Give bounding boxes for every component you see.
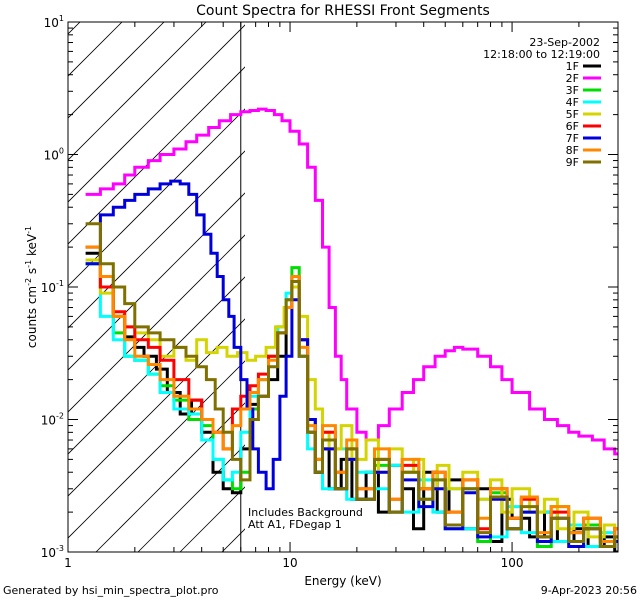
y-tick-label: 101 — [44, 14, 64, 30]
date-label: 23-Sep-2002 — [529, 36, 600, 49]
x-axis-ticks: 1 10 100 — [64, 22, 619, 570]
y-tick-exp: -3 — [56, 544, 64, 553]
y-tick-exp: 1 — [59, 14, 64, 23]
y-tick-label: 10-3 — [41, 544, 64, 560]
background-hatch-region — [68, 0, 640, 552]
legend-label-4f: 4F — [566, 96, 579, 109]
hatch-line — [68, 22, 165, 119]
hatch-line — [68, 150, 245, 329]
hatch-line — [95, 402, 245, 552]
x-axis-label: Energy (keV) — [304, 574, 381, 588]
hatch-line — [68, 22, 207, 161]
hatch-line — [68, 22, 123, 77]
hatch-line — [68, 22, 81, 35]
y-tick-base: 10 — [41, 281, 56, 295]
series-9f-line — [85, 222, 618, 548]
footer-timestamp: 9-Apr-2023 20:56 — [541, 584, 637, 597]
footer-generated-by: Generated by hsi_min_spectra_plot.pro — [3, 584, 219, 597]
y-tick-base: 10 — [41, 546, 56, 560]
y-label-main: counts cm — [25, 286, 39, 348]
y-tick-exp: 0 — [59, 147, 64, 156]
y-label-exp3: -1 — [24, 226, 33, 234]
legend-label-9f: 9F — [566, 156, 579, 169]
x-tick-label: 10 — [282, 556, 297, 570]
legend-label-3f: 3F — [566, 84, 579, 97]
y-tick-base: 10 — [44, 149, 59, 163]
chart-title: Count Spectra for RHESSI Front Segments — [196, 3, 490, 19]
y-label-end: keV — [25, 233, 39, 260]
hatch-line — [68, 234, 245, 413]
y-tick-label: 100 — [44, 147, 64, 163]
y-label-exp2: -1 — [24, 260, 33, 268]
y-tick-exp: -2 — [56, 412, 64, 421]
hatch-line — [68, 192, 245, 371]
y-label-exp1: -2 — [24, 278, 33, 286]
series-layer — [85, 107, 618, 552]
hatch-line — [68, 66, 245, 245]
legend-label-7f: 7F — [566, 132, 579, 145]
y-tick-label: 10-1 — [41, 279, 64, 295]
y-tick-label: 10-2 — [41, 412, 64, 428]
hatch-line — [68, 108, 245, 287]
hatch-line — [264, 0, 640, 552]
y-label-mid: s — [25, 268, 39, 278]
series-2f-line — [85, 107, 618, 456]
y-tick-base: 10 — [44, 16, 59, 30]
annotation-attenuator: Att A1, FDegap 1 — [248, 518, 342, 531]
legend-label-8f: 8F — [566, 144, 579, 157]
hatch-line — [68, 24, 245, 203]
y-tick-exp: -1 — [56, 279, 64, 288]
legend-label-2f: 2F — [566, 72, 579, 85]
time-range-label: 12:18:00 to 12:19:00 — [483, 48, 600, 61]
annotation-background: Includes Background — [248, 506, 363, 519]
x-tick-label: 100 — [501, 556, 524, 570]
legend-label-1f: 1F — [566, 60, 579, 73]
legend-label-6f: 6F — [566, 120, 579, 133]
hatch-line — [68, 360, 245, 539]
y-axis-label: counts cm-2 s-1 keV-1 — [24, 226, 39, 348]
legend-label-5f: 5F — [566, 108, 579, 121]
x-tick-label: 1 — [64, 556, 72, 570]
y-tick-base: 10 — [41, 414, 56, 428]
hatch-line — [68, 318, 245, 497]
series-7f-line — [85, 179, 618, 548]
